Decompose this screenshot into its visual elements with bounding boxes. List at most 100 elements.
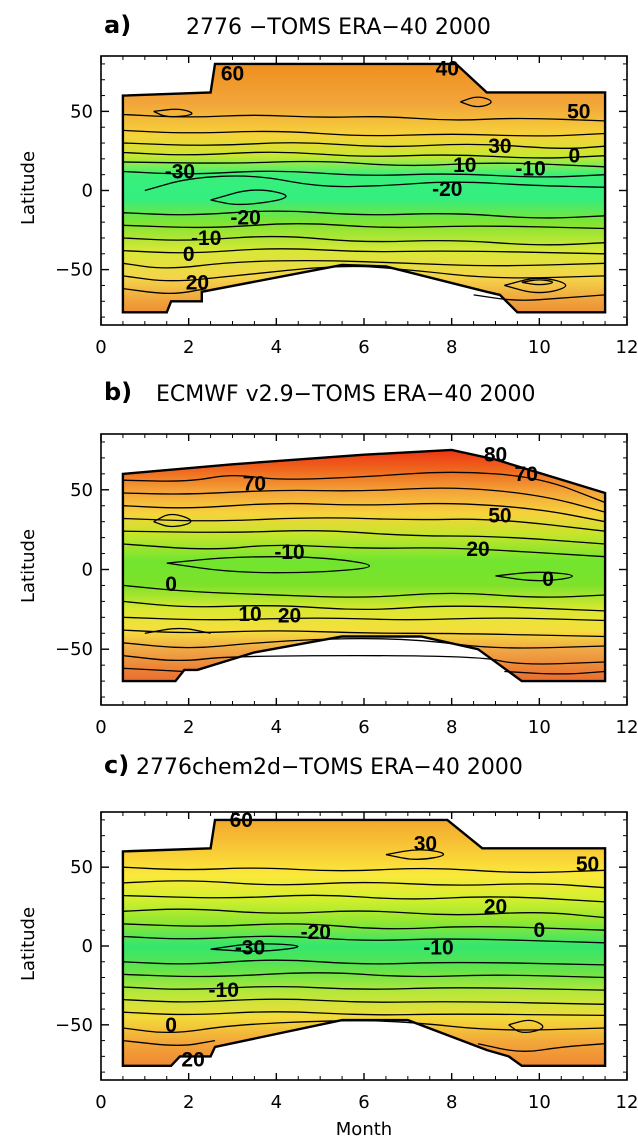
contour-line [508,1019,544,1034]
y-axis-label: Latitude [18,529,39,603]
contour-line [122,210,606,219]
panel-letter: a) [104,11,131,39]
contour-line [144,627,211,634]
axes: 0 2 4 6 8 10 12 50 0 −50 [55,811,638,1113]
axes: 0 2 4 6 8 10 12 50 0 −50 [55,433,638,738]
x-axis-label: Month [336,1119,392,1140]
panel-title: 2776 −TOMS ERA−40 2000 [186,15,491,40]
contour-label: 20 [181,1049,204,1072]
contour-line [210,943,299,952]
x-tick-label: 10 [528,1092,551,1113]
x-tick-label: 12 [616,717,638,738]
data-domain-outline [121,448,607,683]
contour-line [477,1043,606,1052]
contour-label: 50 [567,100,590,123]
contour-line [122,160,606,168]
panel-letter: c) [104,751,129,779]
contour-line [122,616,606,622]
contour-label: -10 [423,937,453,960]
contour-label: -10 [274,541,304,564]
contour-label: 70 [243,472,266,495]
contour-label: 0 [569,145,581,168]
x-tick-label: 6 [358,1092,369,1113]
contour-label: 0 [542,568,554,591]
x-tick-label: 2 [183,337,194,358]
contour-line [504,277,567,294]
contour-line [521,279,554,286]
contour-line [122,866,606,874]
contour-line [122,935,606,944]
x-tick-label: 4 [271,337,282,358]
contour-label: 20 [484,896,507,919]
contour-line [144,175,606,192]
contour-line [122,959,606,966]
contour-label: -20 [432,178,462,201]
contour-line [210,189,287,206]
contour-line [473,294,606,301]
contour-line [153,108,193,118]
x-tick-label: 2 [183,717,194,738]
contour-line [122,235,606,246]
contour-line [495,571,573,582]
contour-label: 0 [533,919,545,942]
contour-line [122,972,606,979]
contour-line [122,151,606,159]
contour-line [122,259,606,269]
contour-line [122,502,606,523]
x-tick-label: 8 [446,337,457,358]
x-tick-label: 6 [358,717,369,738]
contour-line [122,985,606,991]
contour-label: -10 [515,157,545,180]
x-tick-label: 2 [183,1092,194,1113]
data-domain-outline [121,818,607,1068]
y-tick-label: 50 [70,480,93,501]
x-tick-label: 0 [95,337,106,358]
x-tick-label: 4 [271,717,282,738]
contour-label: 30 [414,833,437,856]
contour-line [122,1020,606,1034]
contour-label: 60 [221,62,244,85]
contour-line [166,556,371,574]
x-tick-label: 8 [446,717,457,738]
x-tick-label: 10 [528,337,551,358]
contour-label: 30 [488,135,511,158]
contour-label: 0 [165,573,177,596]
contour-label: -10 [209,979,239,1002]
x-tick-label: 6 [358,337,369,358]
contour-line [122,287,207,294]
contour-line [122,923,606,931]
contour-line [122,223,606,230]
contour-line [153,513,192,528]
y-axis-label: Latitude [18,151,39,225]
contour-line [122,487,606,513]
contour-line [122,1039,216,1046]
contour-line [122,471,606,504]
x-tick-label: 8 [446,1092,457,1113]
contour-line [122,129,606,137]
contour-line [122,530,606,545]
contour-line [122,170,606,178]
contour-line [122,894,606,903]
contour-label: 50 [576,853,599,876]
contour-line [122,600,606,612]
contour-line [122,517,606,532]
contour-line [122,908,606,919]
contour-label: -20 [230,206,260,229]
x-tick-label: 0 [95,1092,106,1113]
contour-line [122,880,606,889]
data-domain-fill [122,449,606,682]
data-domain-outline [121,62,607,314]
contour-label: 10 [453,154,476,177]
y-tick-label: 0 [82,181,93,202]
contour-label: -10 [191,227,221,250]
panel-b: b) ECMWF v2.9−TOMS ERA−40 2000 708070502… [18,378,638,738]
y-tick-label: −50 [55,639,93,660]
y-tick-label: −50 [55,1015,93,1036]
contour-label: 20 [186,271,209,294]
contour-line [122,584,606,598]
contour-label: 20 [278,605,301,628]
